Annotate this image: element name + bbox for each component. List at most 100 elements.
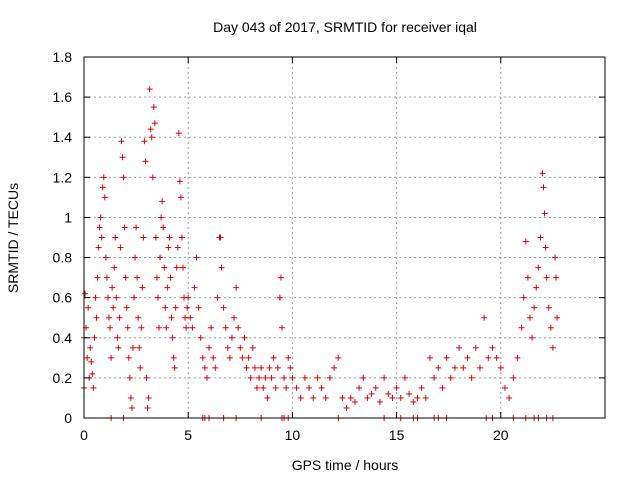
data-point [141,138,148,145]
y-tick-label: 0.4 [53,330,73,346]
data-point [88,358,95,365]
data-point [203,374,210,381]
data-point [208,324,215,331]
data-point [147,126,154,133]
data-point [197,334,204,341]
data-point [537,234,544,241]
y-tick-label: 0.6 [53,290,73,306]
y-axis-label: SRMTID / TECUs [5,183,21,293]
data-point [164,284,171,291]
data-point [439,384,446,391]
data-point [146,86,153,93]
data-point [518,324,525,331]
x-tick-label: 0 [80,427,88,443]
data-point [154,294,161,301]
data-point [249,344,256,351]
data-point [116,314,123,321]
y-tick-label: 0.8 [53,250,73,266]
data-point [293,384,300,391]
y-tick-label: 1 [64,209,72,225]
data-point [276,294,283,301]
data-point [104,294,111,301]
data-point [129,344,136,351]
data-point [153,274,160,281]
data-point [163,324,170,331]
data-point [159,198,166,205]
data-point [331,364,338,371]
data-point [272,384,279,391]
data-point [143,374,150,381]
data-point [543,274,550,281]
data-point [103,274,110,281]
data-point [120,174,127,181]
data-point [245,354,252,361]
data-point [464,354,471,361]
data-point [414,394,421,401]
data-point [187,314,194,321]
data-point [123,304,130,311]
data-point [151,120,158,127]
data-point [184,304,191,311]
data-point [138,324,145,331]
data-point [542,244,549,251]
data-point [243,364,250,371]
data-point [497,364,504,371]
data-point [522,238,529,245]
axis-ticks [83,56,605,419]
data-point [161,264,168,271]
data-point [339,394,346,401]
data-point [278,324,285,331]
data-point [148,134,155,141]
data-point [547,324,554,331]
data-point [134,274,141,281]
data-point [335,354,342,361]
data-point [514,354,521,361]
data-point [162,304,169,311]
data-point [218,264,225,271]
x-tick-label: 15 [389,427,405,443]
data-point [501,384,508,391]
data-point [195,304,202,311]
data-point [150,104,157,111]
data-point [172,304,179,311]
data-point [274,364,281,371]
data-point [167,274,174,281]
data-point [169,334,176,341]
data-point [191,284,198,291]
data-point [82,290,89,297]
data-point [262,374,269,381]
data-point [397,394,404,401]
data-point [119,154,126,161]
data-point [144,404,151,411]
data-point [176,178,183,185]
data-point [93,314,100,321]
data-point [258,364,265,371]
data-point [102,254,109,261]
data-point [125,354,132,361]
data-point [117,244,124,251]
data-point [179,264,186,271]
data-point [456,344,463,351]
data-point [110,304,117,311]
data-point [485,354,492,361]
data-point [489,344,496,351]
data-point [100,174,107,181]
data-point [247,374,254,381]
data-point [540,184,547,191]
data-point [268,374,275,381]
data-point [410,398,417,405]
data-point [133,224,140,231]
data-point [301,374,308,381]
data-point [91,334,98,341]
data-point [376,398,383,405]
data-point [183,324,190,331]
data-point [506,394,513,401]
data-point [121,224,128,231]
data-point [127,394,134,401]
data-point [90,384,97,391]
data-point [360,374,367,381]
data-point [136,344,143,351]
chart-title: Day 043 of 2017, SRMTID for receiver iqa… [213,19,477,35]
y-tick-labels: 0 0.2 0.4 0.6 0.8 1 1.2 1.4 1.6 1.8 [53,49,73,426]
data-point [171,364,178,371]
